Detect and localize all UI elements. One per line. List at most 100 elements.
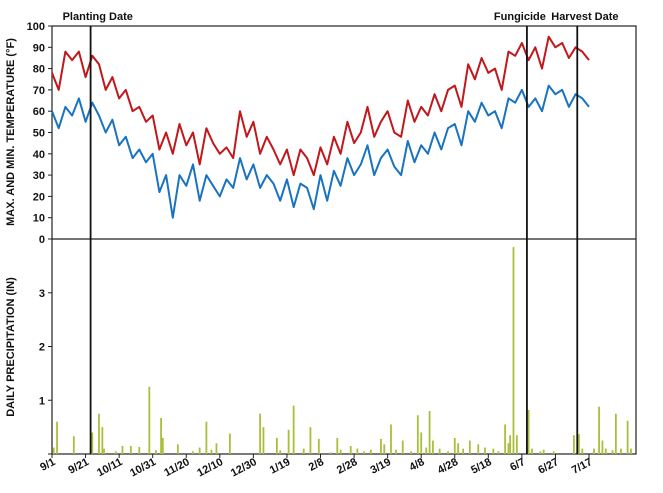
temperature-lines (51, 35, 590, 219)
precipitation-axis-title: DAILY PRECIPITATION (IN) (5, 277, 17, 417)
precipitation-bar (155, 450, 157, 454)
precipitation-bar (504, 424, 507, 454)
precipitation-bar (515, 435, 518, 454)
precipitation-tick-label: 2 (39, 342, 45, 354)
precipitation-bar (317, 438, 320, 454)
x-tick-label: 4/28 (436, 456, 461, 477)
temperature-tick-label: 100 (27, 21, 45, 33)
precipitation-bar (447, 451, 449, 454)
x-axis-ticks: 9/1 9/21 10/11 10/31 11/20 12/10 12/30 1/19 2/8 2… (38, 454, 594, 480)
precipitation-bar (401, 440, 404, 454)
precipitation-bar (91, 432, 94, 454)
precipitation-bar (484, 447, 486, 454)
precipitation-bar (578, 434, 580, 454)
temperature-tick-label: 80 (33, 64, 45, 76)
precipitation-bar (542, 449, 545, 454)
precipitation-bar (552, 451, 555, 454)
x-tick-label: 2/8 (307, 456, 326, 474)
precipitation-bar (148, 386, 151, 454)
precipitation-bar (509, 435, 512, 454)
precipitation-bar (103, 448, 105, 454)
precipitation-bar (52, 447, 55, 454)
x-tick-label: 5/18 (469, 456, 494, 477)
x-tick-label: 2/28 (335, 456, 360, 477)
precipitation-bar (614, 413, 617, 454)
precipitation-bar (292, 405, 295, 454)
x-tick-label: 1/19 (268, 456, 293, 477)
temperature-tick-label: 70 (33, 85, 45, 97)
precipitation-bar (477, 444, 480, 454)
precipitation-bar (215, 443, 218, 454)
precipitation-bar (539, 451, 542, 454)
precipitation-bar (531, 448, 533, 454)
temperature-series-min (51, 84, 590, 219)
precipitation-axis-ticks: 1 2 3 (39, 288, 52, 455)
precipitation-bar (601, 440, 604, 454)
precipitation-bar (390, 424, 392, 454)
precipitation-bar (395, 449, 397, 454)
precipitation-bar (176, 444, 179, 454)
temperature-axis-ticks: 0 10 20 30 40 50 60 70 80 90 100 (27, 21, 52, 246)
event-label: Harvest Date (551, 11, 618, 23)
temperature-tick-label: 50 (33, 128, 45, 140)
precipitation-bar (349, 445, 352, 454)
precipitation-bar (619, 448, 622, 454)
x-tick-label: 12/30 (229, 456, 259, 480)
temperature-tick-label: 0 (39, 234, 45, 246)
temperature-series-max (51, 35, 590, 177)
plot-frame (51, 25, 637, 455)
temperature-tick-label: 10 (33, 213, 45, 225)
x-tick-label: 7/17 (570, 456, 595, 477)
precipitation-bars (52, 247, 632, 454)
precipitation-bar (161, 437, 164, 454)
x-tick-label: 11/20 (162, 456, 191, 479)
plot-border (51, 25, 637, 455)
x-tick-label: 9/1 (38, 456, 57, 474)
precipitation-bar (453, 437, 456, 454)
precipitation-bar (380, 438, 382, 454)
precipitation-bar (129, 445, 132, 454)
precipitation-bar (512, 247, 515, 454)
temperature-tick-label: 30 (33, 170, 45, 182)
precipitation-bar (72, 436, 75, 454)
precipitation-tick-label: 1 (39, 395, 45, 407)
precipitation-bar (339, 449, 342, 454)
precipitation-bar (287, 429, 290, 454)
precipitation-bar (383, 444, 386, 454)
precipitation-bar (432, 440, 434, 454)
precipitation-bar (356, 448, 359, 454)
x-tick-label: 6/27 (536, 456, 561, 477)
precipitation-bar (279, 450, 282, 454)
precipitation-bar (329, 452, 332, 454)
precipitation-bar (581, 448, 584, 454)
temperature-tick-label: 20 (33, 191, 45, 203)
precipitation-bar (138, 447, 141, 454)
precipitation-tick-label: 3 (39, 288, 45, 300)
x-tick-label: 6/7 (508, 456, 527, 474)
temperature-tick-label: 60 (33, 106, 45, 118)
x-tick-label: 3/19 (368, 456, 393, 477)
x-tick-label: 12/10 (195, 456, 225, 480)
precipitation-bar (336, 437, 339, 454)
precipitation-bar (428, 411, 431, 454)
event-markers: Planting Date Fungicide Harvest Date (63, 11, 619, 454)
precipitation-bar (98, 413, 100, 454)
precipitation-bar (462, 448, 465, 454)
x-tick-label: 9/21 (66, 456, 91, 477)
x-tick-label: 10/11 (95, 456, 124, 479)
precipitation-bar (630, 448, 632, 454)
precipitation-bar (198, 447, 201, 454)
precipitation-bar (492, 448, 495, 454)
precipitation-bar (598, 406, 600, 454)
precipitation-bar (369, 449, 372, 454)
precipitation-bar (302, 448, 305, 454)
x-tick-label: 10/31 (128, 456, 158, 480)
precipitation-bar (438, 448, 441, 454)
precipitation-bar (101, 427, 104, 454)
precipitation-bar (309, 427, 312, 454)
precipitation-bar (275, 437, 278, 454)
precipitation-bar (507, 443, 510, 454)
precipitation-bar (228, 433, 231, 454)
temperature-tick-label: 40 (33, 149, 45, 161)
